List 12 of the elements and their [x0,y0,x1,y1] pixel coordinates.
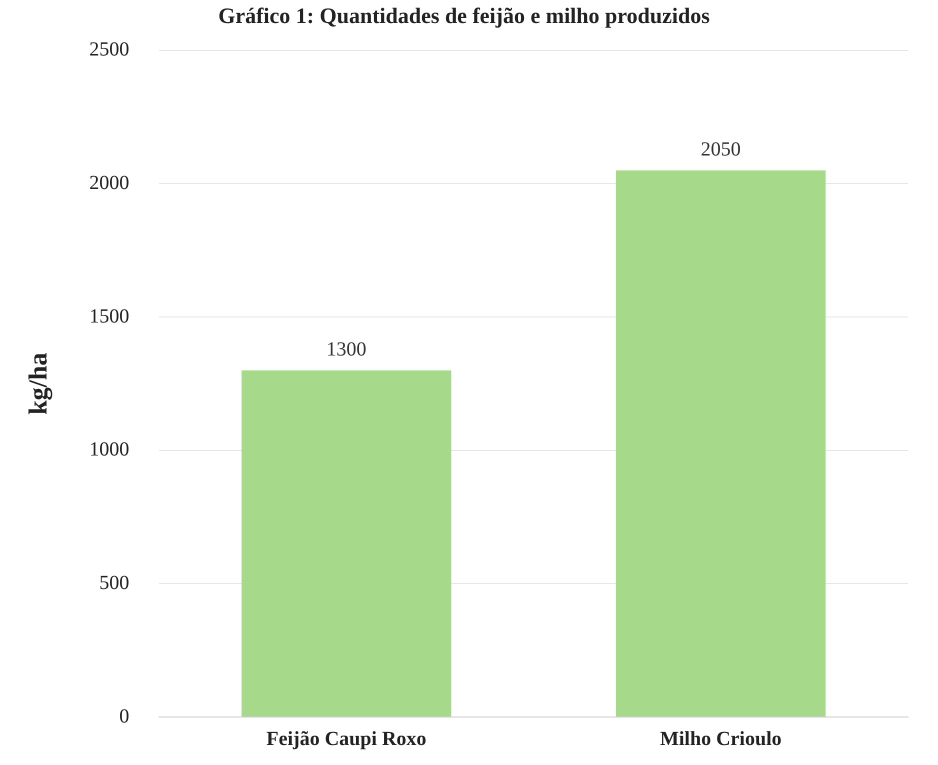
y-tick-label: 2000 [89,172,130,194]
data-label: 2050 [700,138,741,161]
chart-title: Gráfico 1: Quantidades de feijão e milho produzidos [218,2,710,28]
y-tick-label: 1500 [89,305,130,328]
y-tick-label: 0 [119,705,130,728]
x-tick-label: Milho Crioulo [660,728,782,750]
y-tick-label: 500 [99,572,130,594]
data-label: 1300 [326,338,366,361]
y-tick-label: 2500 [89,38,130,61]
y-axis-title: kg/ha [23,352,52,415]
x-tick-label: Feijão Caupi Roxo [266,728,426,750]
y-tick-label: 1000 [89,438,130,461]
